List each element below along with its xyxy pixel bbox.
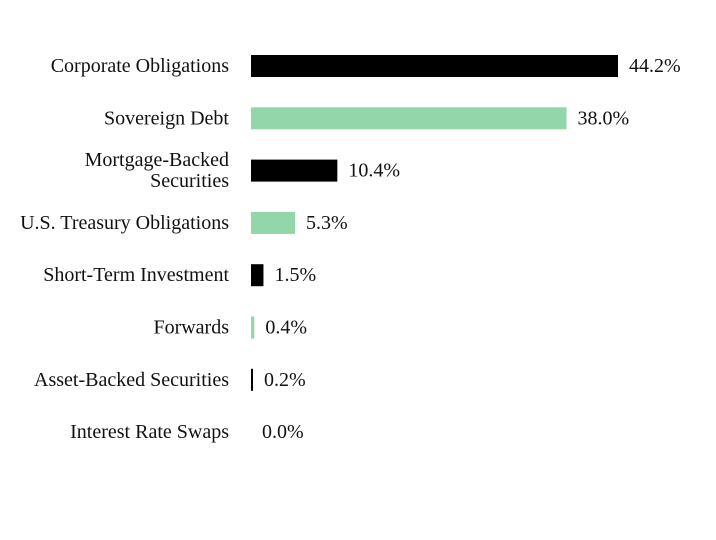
bar-u-s-treasury-obligations [251,211,296,234]
category-label-forwards: Forwards [153,317,229,339]
value-labels: 44.2% 38.0% 10.4% 5.3% 1.5% 0.4% 0.2% 0.0% [262,55,681,443]
bar-mortgage-backed-securities [251,159,338,182]
value-label-mortgage-backed-securities: 10.4% [348,160,400,182]
value-label-sovereign-debt: 38.0% [578,107,630,129]
value-label-asset-backed-securities: 0.2% [264,369,306,391]
bars-layer [251,55,618,391]
category-label-u-s-treasury-obligations: U.S. Treasury Obligations [20,212,229,234]
category-label-corporate-obligations: Corporate Obligations [51,55,230,77]
value-label-short-term-investment: 1.5% [274,264,316,286]
category-label-short-term-investment: Short-Term Investment [43,264,229,286]
bar-sovereign-debt [251,107,567,130]
category-label-interest-rate-swaps: Interest Rate Swaps [70,421,229,443]
bar-short-term-investment [251,264,264,287]
category-labels: Corporate Obligations Sovereign Debt Mortg… [20,55,229,443]
category-label-mortgage-backed-securities: Mortgage-Backed Securities [85,149,230,192]
value-label-u-s-treasury-obligations: 5.3% [306,212,348,234]
category-label-asset-backed-securities: Asset-Backed Securities [34,369,229,391]
value-label-interest-rate-swaps: 0.0% [262,421,304,443]
bar-corporate-obligations [251,55,618,77]
category-label-sovereign-debt: Sovereign Debt [104,107,229,129]
bar-forwards [251,316,255,339]
bar-asset-backed-securities [251,368,253,391]
value-label-forwards: 0.4% [265,317,307,339]
value-label-corporate-obligations: 44.2% [629,55,681,77]
